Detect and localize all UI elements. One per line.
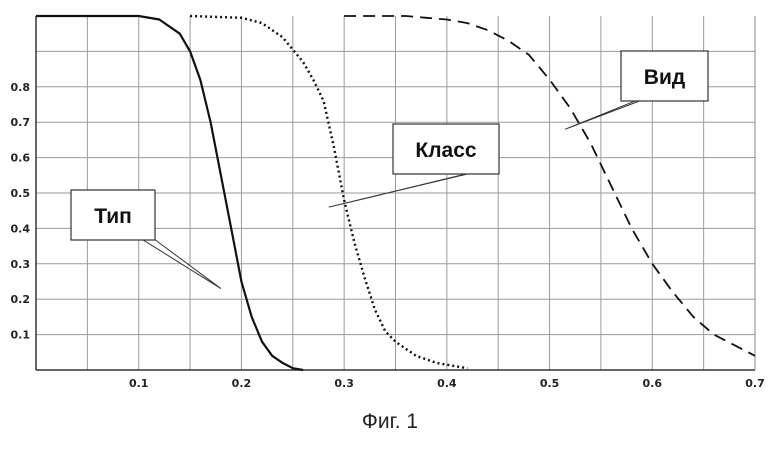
x-tick-label: 0.3 [334,377,354,390]
y-tick-label: 0.6 [11,152,31,165]
series-line-dotted [190,16,467,368]
y-tick-label: 0.3 [11,258,31,271]
callout-leader [565,97,650,129]
callout-label: Вид [644,66,685,89]
callout-label: Класс [415,139,477,162]
chart: 0.1 0.2 0.3 0.4 0.5 0.6 0.7 0.1 0.2 0.3 0.4 0.5 0.6 0… [0,0,780,405]
callout-leader [140,236,221,289]
callout-leader [329,171,480,207]
x-tick-label: 0.7 [745,377,765,390]
y-tick-label: 0.4 [11,222,31,235]
x-tick-label: 0.6 [643,377,663,390]
x-tick-label: 0.5 [540,377,560,390]
y-tick-label: 0.1 [11,329,31,342]
y-tick-label: 0.8 [11,81,31,94]
y-tick-label: 0.5 [11,187,31,200]
x-tick-label: 0.1 [129,377,149,390]
x-tick-label: 0.2 [232,377,252,390]
y-tick-label: 0.7 [11,116,31,129]
x-tick-label: 0.4 [437,377,457,390]
callout-label: Тип [94,205,132,228]
figure-caption: Фиг. 1 [0,410,780,434]
y-tick-label: 0.2 [11,293,31,306]
